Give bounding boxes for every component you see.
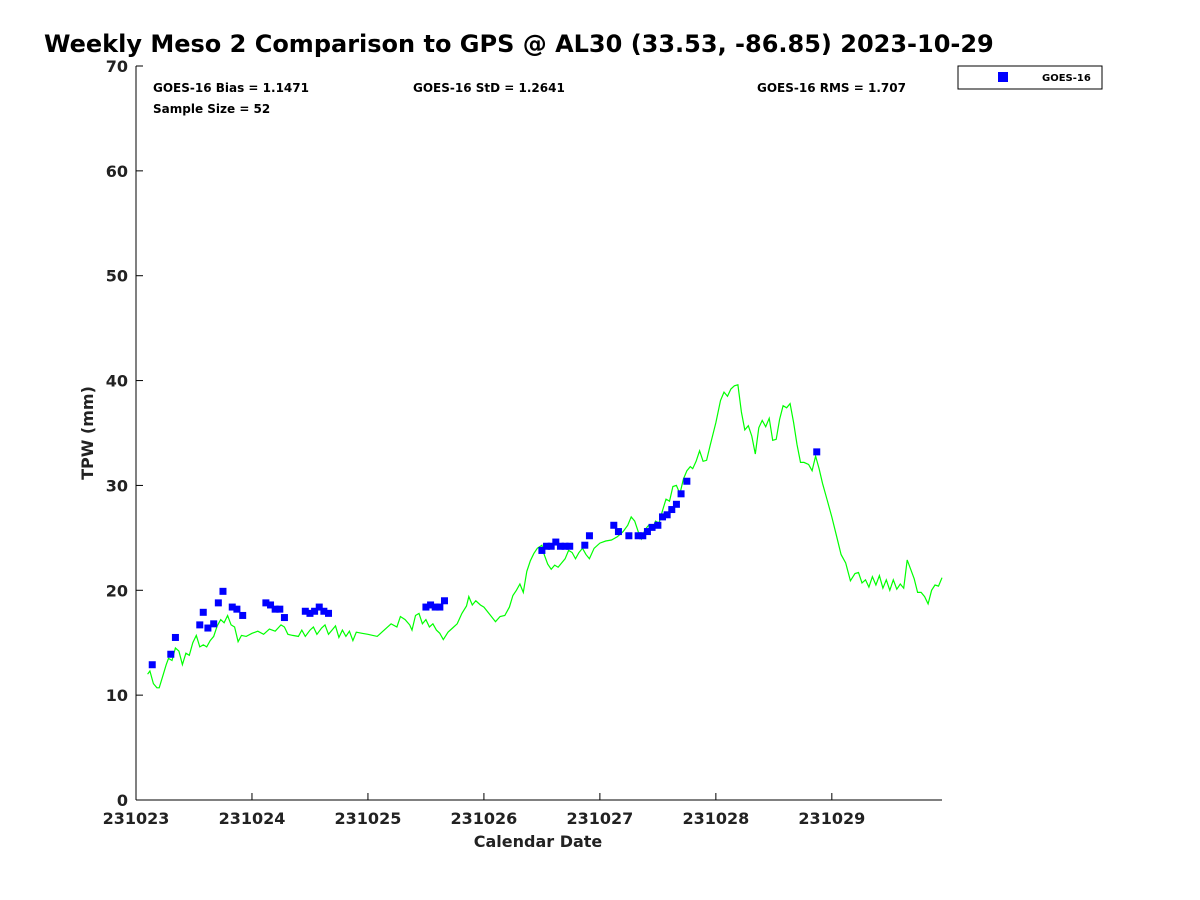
x-tick-label: 231029 [798,809,865,828]
y-axis-title: TPW (mm) [78,386,97,480]
goes16-point [547,542,555,550]
goes16-point [301,607,309,615]
y-tick-label: 10 [106,686,128,705]
goes16-point [585,532,593,540]
legend: GOES-16 [957,65,1103,90]
goes16-point [320,607,328,615]
goes16-point [280,614,288,622]
goes16-point [625,532,633,540]
goes16-point [610,521,618,529]
goes16-point [663,511,671,519]
y-tick-label: 40 [106,372,128,391]
legend-marker-goes16 [998,72,1008,82]
goes16-point [683,477,691,485]
goes16-point [813,448,821,456]
goes16-point [267,601,275,609]
goes16-point [677,490,685,498]
goes16-point [581,541,589,549]
y-tick-label: 30 [106,476,128,495]
x-tick-label: 231028 [682,809,749,828]
goes16-point [440,597,448,605]
x-tick-label: 231025 [335,809,402,828]
goes16-point [648,523,656,531]
y-tick-label: 50 [106,267,128,286]
goes16-point [431,603,439,611]
rms-annotation: GOES-16 RMS = 1.707 [757,81,906,95]
goes16-point [614,528,622,536]
goes16-point [233,605,241,613]
goes16-point [672,500,680,508]
chart-title: Weekly Meso 2 Comparison to GPS @ AL30 (… [44,30,994,58]
y-axis-ticks: 0 10 20 30 40 50 60 70 [106,57,143,810]
goes16-point [643,528,651,536]
goes16-point [276,605,284,613]
x-axis-title: Calendar Date [474,832,603,851]
goes16-point [659,513,667,521]
goes16-point [654,521,662,529]
goes16-point [639,532,647,540]
goes16-point [210,620,218,628]
goes16-point [148,661,156,669]
goes16-point [556,542,564,550]
x-tick-label: 231023 [103,809,170,828]
goes16-point [214,599,222,607]
goes16-point [219,587,227,595]
goes16-point [306,609,314,617]
sample-size-annotation: Sample Size = 52 [153,102,270,116]
goes16-point [239,611,247,619]
goes16-point [566,542,574,550]
x-tick-label: 231027 [566,809,633,828]
goes16-point [436,603,444,611]
goes16-point [538,546,546,554]
x-tick-label: 231024 [219,809,286,828]
x-axis-ticks: 231023 231024 231025 231026 231027 231028 2310… [103,793,865,828]
stats-annotations: GOES-16 Bias = 1.1471 GOES-16 StD = 1.26… [153,81,906,116]
goes16-point [543,542,551,550]
y-tick-label: 60 [106,162,128,181]
goes16-point [561,542,569,550]
goes16-point [427,601,435,609]
gps-line [147,384,943,689]
goes16-point [171,633,179,641]
goes16-point [311,607,319,615]
bias-annotation: GOES-16 Bias = 1.1471 [153,81,309,95]
goes16-point [196,621,204,629]
goes16-point [422,603,430,611]
goes16-point [668,506,676,514]
goes16-point [315,603,323,611]
legend-label-goes16: GOES-16 [1042,73,1091,84]
goes16-point [167,650,175,658]
goes16-point [228,603,236,611]
goes16-point [199,608,207,616]
x-tick-label: 231026 [451,809,518,828]
goes16-point [262,599,270,607]
y-tick-label: 70 [106,57,128,76]
std-annotation: GOES-16 StD = 1.2641 [413,81,565,95]
goes16-series [148,448,821,669]
y-tick-label: 20 [106,581,128,600]
goes16-point [204,624,212,632]
legend-box [957,65,1103,90]
plot-frame [135,66,942,801]
goes16-point [552,538,560,546]
goes16-point [271,605,279,613]
goes16-point [325,609,333,617]
goes16-point [634,532,642,540]
y-tick-label: 0 [117,791,128,810]
gps-series [147,384,943,689]
